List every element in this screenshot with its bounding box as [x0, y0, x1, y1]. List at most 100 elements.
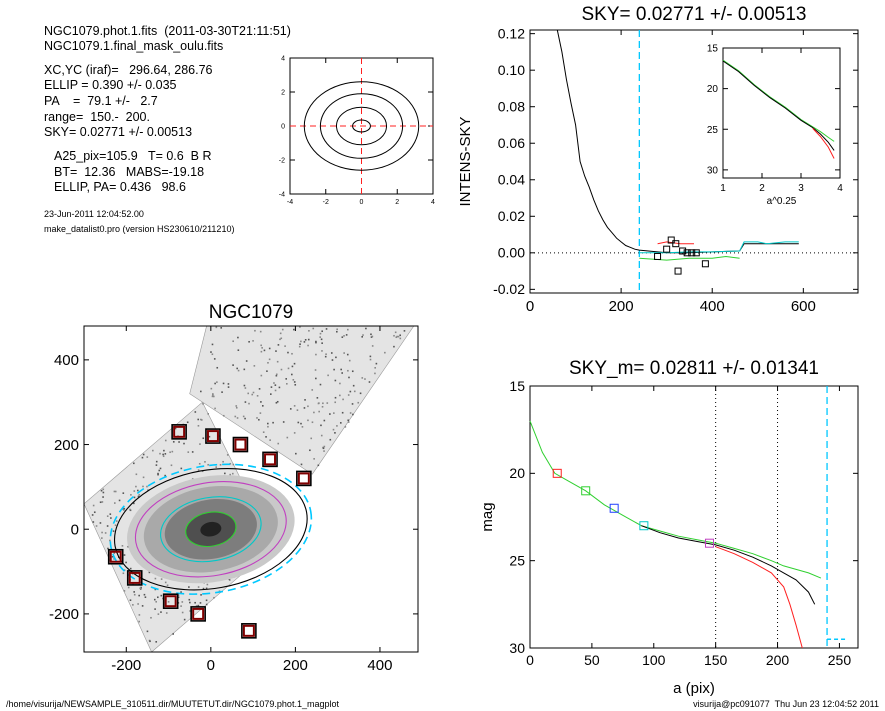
sky-square-marker	[692, 249, 700, 257]
noise-speck	[272, 421, 274, 424]
noise-speck	[215, 326, 218, 329]
noise-speck	[148, 571, 151, 574]
noise-speck	[91, 514, 94, 516]
noise-speck	[180, 467, 183, 470]
noise-speck	[339, 422, 342, 424]
noise-speck	[273, 382, 275, 384]
noise-speck	[245, 360, 248, 362]
sky-box-inner	[264, 453, 277, 466]
isophote-ellipse-cyan	[160, 496, 262, 563]
noise-speck	[397, 335, 400, 338]
noise-speck	[159, 452, 161, 455]
inset-x-label: 3	[798, 183, 804, 194]
noise-speck	[214, 407, 216, 410]
noise-speck	[195, 605, 198, 607]
noise-speck	[301, 426, 304, 428]
noise-speck	[110, 517, 112, 519]
mag-square-marker	[704, 538, 714, 548]
noise-speck	[321, 405, 324, 408]
mag-y-label: 15	[509, 378, 525, 394]
noise-speck	[244, 401, 247, 403]
noise-speck	[244, 417, 246, 420]
noise-speck	[280, 368, 283, 371]
noise-speck	[336, 330, 338, 333]
noise-speck	[92, 521, 95, 523]
noise-speck	[187, 451, 190, 453]
noise-speck	[276, 400, 279, 403]
noise-speck	[370, 336, 373, 338]
noise-speck	[393, 345, 395, 348]
noise-speck	[197, 424, 200, 427]
noise-speck	[123, 507, 126, 510]
noise-speck	[142, 453, 145, 456]
noise-speck	[197, 604, 200, 607]
info-pa: PA = 79.1 +/- 2.7	[44, 94, 158, 108]
noise-speck	[303, 407, 306, 409]
noise-speck	[137, 489, 139, 492]
inset-y-label: 25	[707, 125, 719, 136]
noise-speck	[244, 387, 247, 389]
noise-speck	[100, 489, 103, 492]
noise-speck	[197, 418, 200, 421]
noise-speck	[102, 491, 105, 494]
noise-speck	[303, 341, 306, 343]
noise-speck	[200, 390, 202, 393]
noise-speck	[188, 598, 191, 601]
noise-speck	[224, 472, 226, 475]
noise-speck	[315, 340, 317, 343]
noise-speck	[199, 443, 201, 445]
noise-speck	[172, 441, 175, 443]
info-bt: BT= 12.36 MABS=-19.18	[54, 165, 205, 179]
noise-speck	[129, 599, 132, 602]
isophote-ellipse-green	[185, 511, 237, 547]
mag-series-black	[641, 525, 816, 605]
noise-speck	[333, 412, 335, 414]
mag-y-label: 25	[509, 553, 525, 569]
noise-speck	[311, 389, 314, 391]
noise-speck	[258, 418, 260, 421]
noise-speck	[267, 361, 269, 364]
noise-speck	[144, 596, 147, 598]
noise-speck	[102, 496, 104, 498]
info-date: 23-Jun-2011 12:04:52.00	[44, 209, 144, 219]
noise-speck	[170, 464, 173, 467]
mag-square-marker	[639, 521, 649, 531]
mag-xlabel: a (pix)	[673, 680, 715, 697]
noise-speck	[155, 460, 158, 463]
noise-speck	[191, 451, 194, 453]
noise-speck	[114, 490, 117, 493]
noise-speck	[304, 339, 307, 341]
noise-speck	[122, 492, 125, 494]
noise-speck	[155, 464, 158, 466]
noise-speck	[339, 382, 341, 385]
noise-speck	[298, 345, 301, 348]
noise-speck	[208, 435, 211, 438]
noise-speck	[183, 618, 186, 621]
galaxy-x-label: -200	[111, 657, 141, 674]
noise-speck	[140, 586, 142, 589]
sky-box-inner	[242, 624, 255, 637]
noise-speck	[335, 356, 337, 359]
sky-y-label: 0.10	[498, 62, 525, 78]
contour-line	[319, 93, 404, 159]
noise-speck	[352, 384, 355, 387]
noise-speck	[263, 349, 266, 352]
sky-box-outer	[205, 428, 221, 444]
footer-path: /home/visurija/NEWSAMPLE_310511.dir/MUUT…	[6, 699, 339, 709]
noise-speck	[346, 328, 349, 331]
noise-speck	[146, 456, 149, 458]
mag-x-label: 250	[828, 652, 852, 668]
noise-speck	[368, 381, 371, 383]
sky-box-outer	[262, 451, 278, 468]
noise-speck	[101, 537, 103, 539]
sky-box-outer	[126, 570, 143, 586]
noise-speck	[300, 422, 302, 425]
noise-speck	[93, 511, 96, 514]
noise-speck	[236, 367, 238, 370]
noise-speck	[307, 419, 309, 422]
noise-speck	[279, 338, 281, 341]
sky-x-label: 600	[791, 298, 816, 315]
inset-series-green	[722, 59, 835, 142]
contour-x-label: -4	[287, 199, 293, 206]
noise-speck	[123, 509, 125, 511]
